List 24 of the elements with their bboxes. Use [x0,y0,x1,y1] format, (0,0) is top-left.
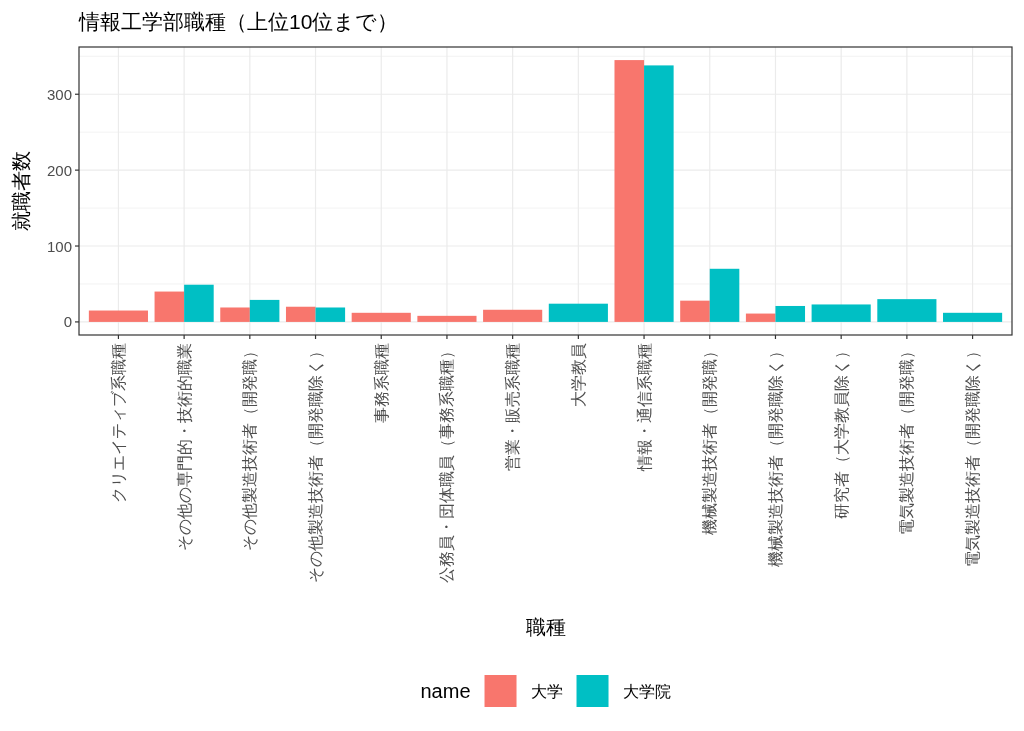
legend-label: 大学 [530,682,563,700]
x-tick-label: 電気製造技術者（開発職） [898,343,916,535]
x-tick-label: 情報・通信系職種 [635,343,653,472]
x-tick-label: 大学教員 [569,343,587,407]
y-axis-title: 就職者数 [10,151,32,231]
x-tick-label: 電気製造技術者（開発職除く） [964,343,982,567]
x-tick-label: 営業・販売系職種 [504,343,522,471]
y-tick-label: 200 [46,161,72,179]
x-tick-label: その他製造技術者（開発職除く） [307,343,325,583]
x-tick-label: 機械製造技術者（開発職） [701,343,719,535]
x-tick-label: その他の専門的・技術的職業 [175,343,193,551]
x-tick-label: クリエイティブ系職種 [109,343,127,503]
y-tick-label: 100 [46,237,72,255]
x-tick-label: 研究者（大学教員除く） [832,343,850,519]
x-tick-label: その他製造技術者（開発職） [241,343,259,551]
legend-title: name [420,680,471,702]
x-tick-label: 機械製造技術者（開発職除く） [766,343,784,567]
x-axis-title: 職種 [525,616,566,638]
x-tick-label: 公務員・団体職員（事務系職種） [438,343,456,583]
y-tick-label: 300 [46,85,72,103]
x-tick-label: 事務系職種 [372,343,390,423]
y-tick-label: 0 [63,313,72,331]
chart-title: 情報工学部職種（上位10位まで） [78,9,399,33]
legend-label: 大学院 [622,682,671,700]
